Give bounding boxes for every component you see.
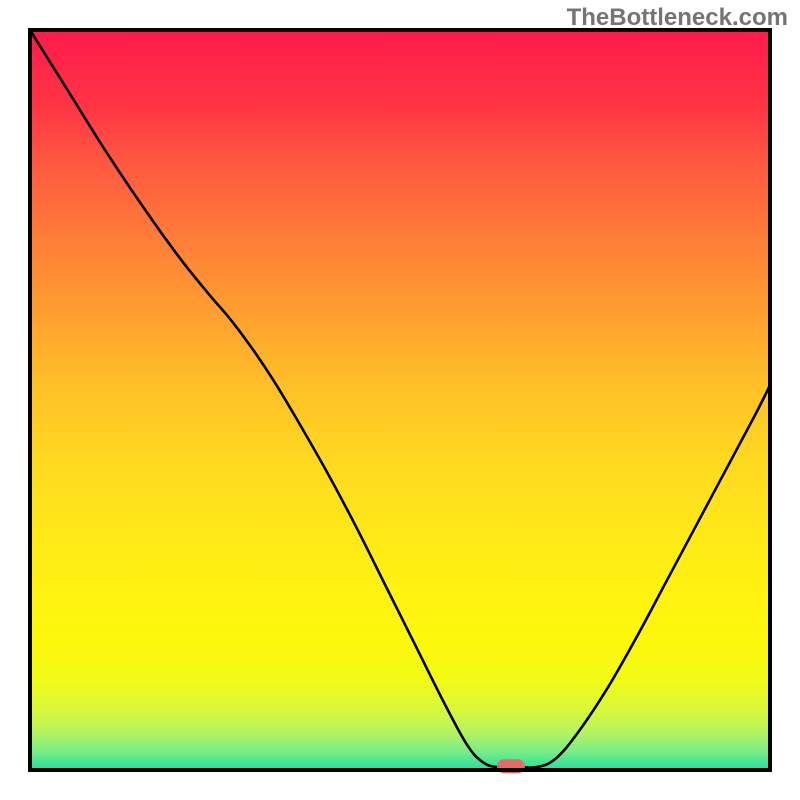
watermark-text: TheBottleneck.com	[567, 4, 788, 32]
chart-gradient-background	[30, 30, 770, 770]
chart-container: TheBottleneck.com	[0, 0, 800, 800]
bottleneck-chart	[0, 0, 800, 800]
